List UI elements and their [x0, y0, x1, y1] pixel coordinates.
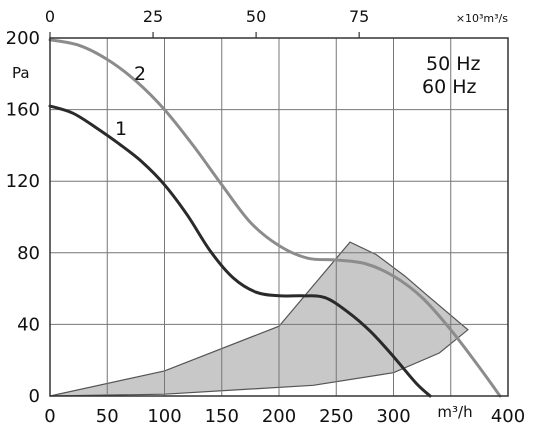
axis-layer: 0 50 100 150 200 250 300 400m³/h040801201602000… — [6, 7, 526, 427]
y-tick-label-120: 120 — [6, 171, 40, 192]
curve-layer — [48, 38, 502, 398]
legend-entry-50hz: 50 Hz — [426, 53, 481, 75]
curve-2 — [48, 38, 502, 398]
x-tick-label-400: 400 — [491, 406, 525, 427]
y-tick-label-200: 200 — [6, 28, 40, 49]
curve-label-1: 1 — [115, 118, 127, 140]
curve-label-2: 2 — [134, 63, 146, 85]
x-tick-label-300: 300 — [376, 406, 410, 427]
y-tick-label-0: 0 — [29, 386, 40, 407]
y-tick-label-80: 80 — [17, 243, 40, 264]
x-tick-label-50: 50 — [96, 406, 119, 427]
plot-frame — [49, 37, 509, 397]
x-tick-label-100: 100 — [147, 406, 181, 427]
x-tick-label-250: 250 — [319, 406, 353, 427]
x-axis-label: m³/h — [437, 403, 472, 421]
top-tick-label-0: 0 — [45, 7, 55, 26]
x-tick-label-150: 150 — [205, 406, 239, 427]
grid-layer — [49, 37, 509, 397]
top-tick-label-25: 25 — [143, 7, 163, 26]
legend-entry-60hz: 60 Hz — [422, 76, 477, 98]
shaded-operating-region-layer — [49, 241, 469, 397]
top-axis-label: ×10³m³/s — [456, 12, 508, 25]
y-tick-label-160: 160 — [6, 100, 40, 121]
curve-1 — [48, 104, 432, 398]
x-tick-label-200: 200 — [262, 406, 296, 427]
top-tick-label-50: 50 — [246, 7, 266, 26]
y-axis-label: Pa — [12, 64, 30, 82]
shaded-operating-region — [49, 241, 469, 397]
top-tick-label-75: 75 — [349, 7, 369, 26]
y-tick-label-40: 40 — [17, 314, 40, 335]
x-tick-label-0: 0 — [44, 406, 55, 427]
